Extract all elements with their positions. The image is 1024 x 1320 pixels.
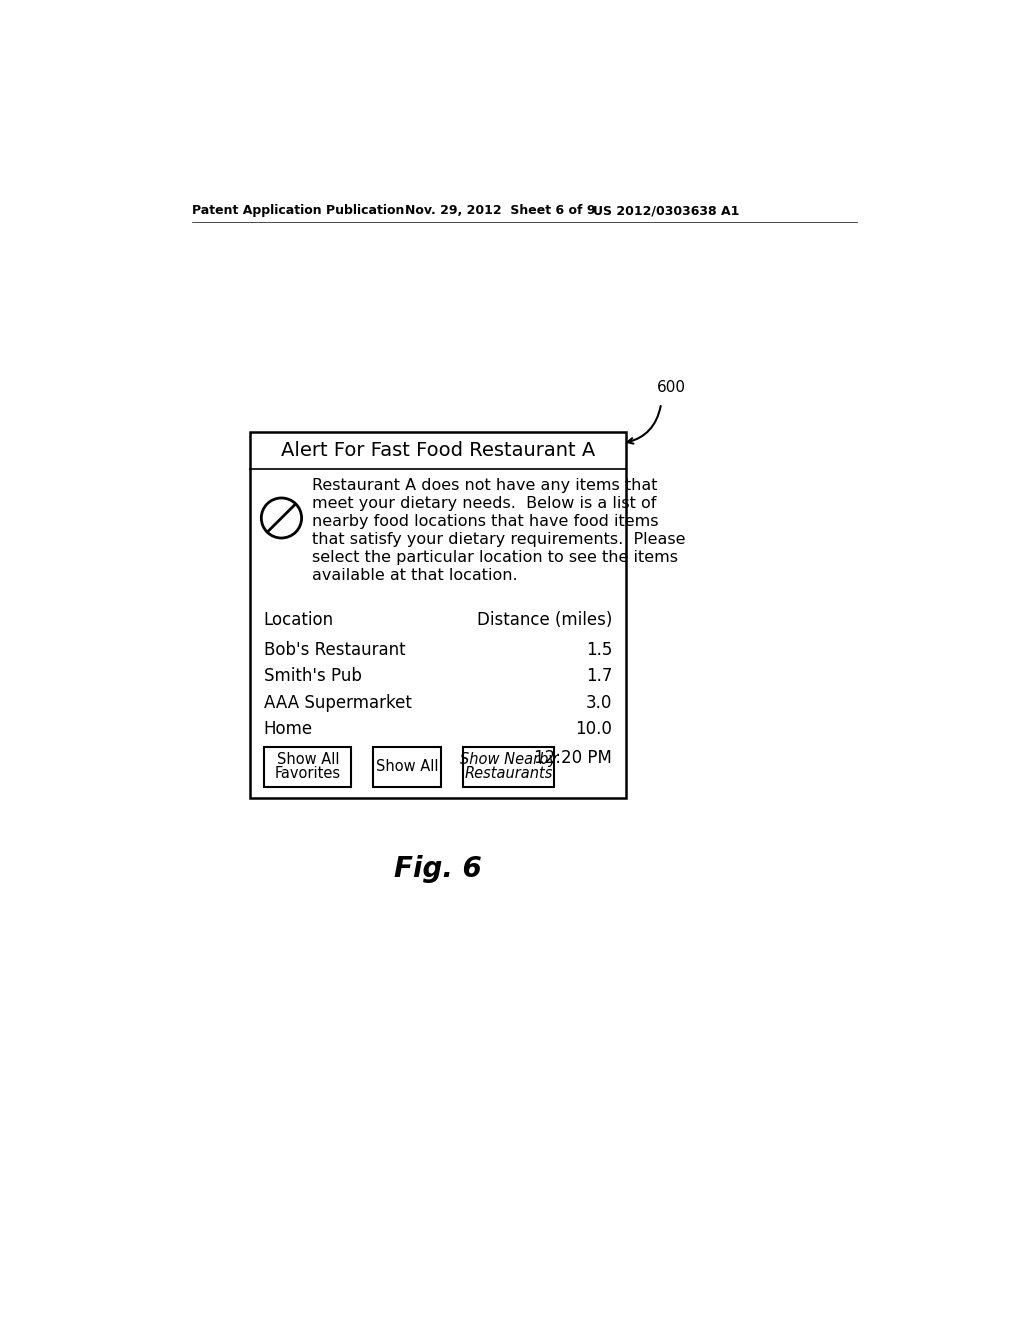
Circle shape [261,498,302,539]
Text: Distance (miles): Distance (miles) [477,611,612,630]
Text: AAA Supermarket: AAA Supermarket [263,693,412,711]
Text: 3.0: 3.0 [586,693,612,711]
Text: Home: Home [263,719,312,738]
Text: US 2012/0303638 A1: US 2012/0303638 A1 [593,205,739,218]
Bar [251,432,627,797]
Text: Bob's Restaurant: Bob's Restaurant [263,642,406,659]
Bar [264,747,351,787]
Text: 1.5: 1.5 [586,642,612,659]
Text: Fig. 6: Fig. 6 [394,855,482,883]
Text: 1.7: 1.7 [586,668,612,685]
Text: Show Nearby: Show Nearby [460,752,557,767]
Text: Favorites: Favorites [274,766,341,781]
Text: 10.0: 10.0 [575,719,612,738]
Text: 12:20 PM: 12:20 PM [535,748,612,767]
Text: 600: 600 [656,380,685,396]
Text: Show All: Show All [276,752,339,767]
Text: Smith's Pub: Smith's Pub [263,668,361,685]
Text: available at that location.: available at that location. [312,569,518,583]
Text: Restaurant A does not have any items that: Restaurant A does not have any items tha… [312,478,658,492]
Text: Nov. 29, 2012  Sheet 6 of 9: Nov. 29, 2012 Sheet 6 of 9 [406,205,596,218]
Text: meet your dietary needs.  Below is a list of: meet your dietary needs. Below is a list… [312,496,656,511]
Text: that satisfy your dietary requirements.  Please: that satisfy your dietary requirements. … [312,532,686,548]
Bar [463,747,554,787]
Text: Show All: Show All [376,759,438,775]
Text: Restaurants: Restaurants [464,766,553,781]
Bar [373,747,441,787]
Text: nearby food locations that have food items: nearby food locations that have food ite… [312,515,659,529]
Text: select the particular location to see the items: select the particular location to see th… [312,550,679,565]
Text: Alert For Fast Food Restaurant A: Alert For Fast Food Restaurant A [282,441,596,459]
Text: Patent Application Publication: Patent Application Publication [193,205,404,218]
Text: Location: Location [263,611,334,630]
